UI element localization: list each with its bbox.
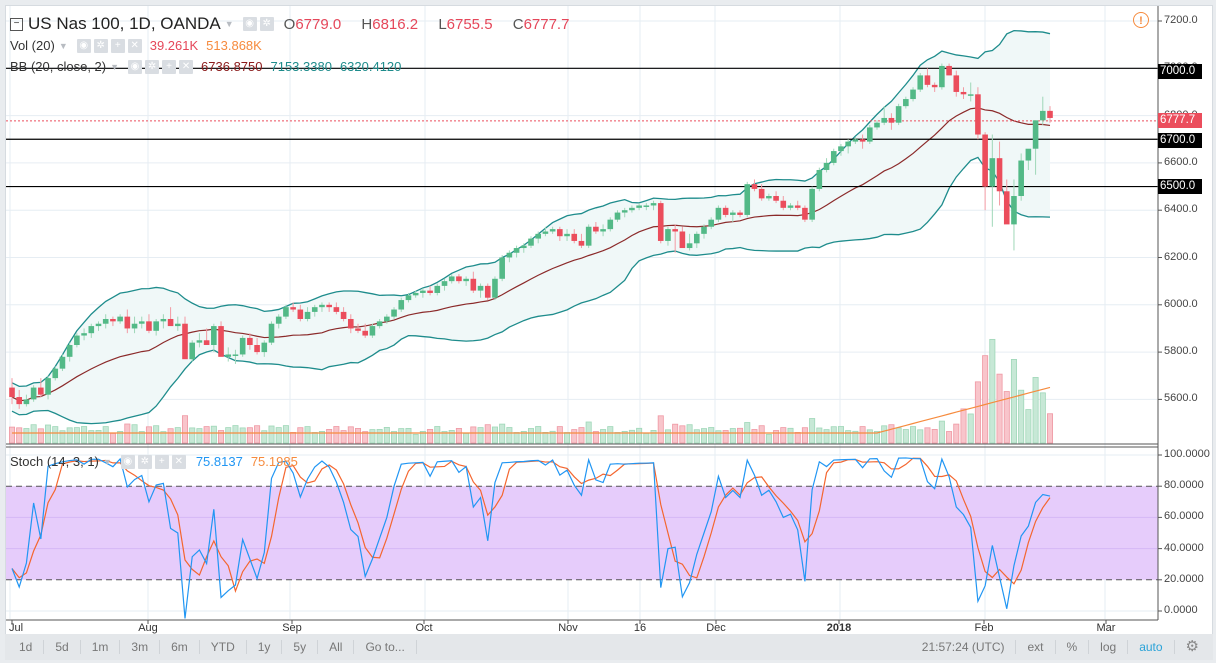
low-value: L6755.5 <box>438 15 493 33</box>
range-6m[interactable]: 6m <box>160 640 200 654</box>
time-tick: Nov <box>558 622 578 634</box>
time-tick: 2018 <box>826 622 852 634</box>
ext-toggle[interactable]: ext <box>1016 640 1056 654</box>
bottom-toolbar: 1d 5d 1m 3m 6m YTD 1y 5y All Go to... 21… <box>5 634 1213 660</box>
stoch-d-value: 75.1985 <box>250 454 298 469</box>
stoch-label[interactable]: Stoch (14, 3, 1) <box>10 454 99 469</box>
range-1m[interactable]: 1m <box>81 640 121 654</box>
chevron-down-icon[interactable]: ▼ <box>58 40 68 51</box>
chevron-down-icon[interactable]: ▼ <box>102 456 112 467</box>
time-tick: Dec <box>706 622 726 634</box>
stoch-tick: 80.0000 <box>1164 479 1204 492</box>
gear-icon[interactable]: ✲ <box>93 38 108 53</box>
price-tick: 5800.0 <box>1164 345 1198 358</box>
percent-toggle[interactable]: % <box>1056 640 1090 654</box>
symbol-title[interactable]: US Nas 100, 1D, OANDA <box>28 14 221 33</box>
clock-time[interactable]: 21:57:24 (UTC) <box>911 640 1017 654</box>
close-icon[interactable]: ✕ <box>179 59 194 74</box>
range-1y[interactable]: 1y <box>247 640 283 654</box>
stoch-legend: Stoch (14, 3, 1) ▼ ◉ ✲ + ✕ 75.8137 75.19… <box>10 454 298 469</box>
bb-legend: BB (20, close, 2) ▼ ◉ ✲ + ✕ 6736.8750 71… <box>10 59 401 74</box>
gear-icon[interactable]: ✲ <box>259 17 274 31</box>
price-tick: 7200.0 <box>1164 14 1198 26</box>
range-all[interactable]: All <box>318 640 355 654</box>
main-legend: − US Nas 100, 1D, OANDA ▼ ◉ ✲ O6779.0 H6… <box>10 14 585 34</box>
hline-label-6700: 6700.0 <box>1158 133 1202 148</box>
range-5d[interactable]: 5d <box>44 640 81 654</box>
bb-label[interactable]: BB (20, close, 2) <box>10 59 107 74</box>
chevron-down-icon[interactable]: ▼ <box>110 61 120 72</box>
goto-button[interactable]: Go to... <box>354 640 417 654</box>
auto-toggle[interactable]: auto <box>1128 640 1175 654</box>
time-tick: 16 <box>633 622 647 634</box>
volume-value: 39.261K <box>149 38 199 53</box>
price-tick: 5600.0 <box>1164 392 1198 405</box>
price-tick: 6600.0 <box>1164 155 1198 168</box>
alert-icon[interactable]: ! <box>1133 12 1149 28</box>
stoch-tick: 100.0000 <box>1164 448 1210 460</box>
plus-icon[interactable]: + <box>162 59 177 74</box>
volume-legend: Vol (20) ▼ ◉ ✲ + ✕ 39.261K 513.868K <box>10 38 262 53</box>
eye-icon[interactable]: ◉ <box>76 38 91 53</box>
time-tick: Sep <box>282 622 302 634</box>
eye-icon[interactable]: ◉ <box>242 17 257 31</box>
gear-icon[interactable]: ⚙ <box>1185 638 1199 655</box>
bb-upper-value: 7153.3380 <box>270 59 332 74</box>
price-tick: 6400.0 <box>1164 203 1198 216</box>
hline-label-7000: 7000.0 <box>1158 64 1202 79</box>
chevron-down-icon[interactable]: ▼ <box>224 19 234 29</box>
time-tick: Mar <box>1096 622 1116 634</box>
price-tick: 6000.0 <box>1164 297 1198 310</box>
time-tick: Jul <box>8 622 24 634</box>
volume-label[interactable]: Vol (20) <box>10 38 55 53</box>
stoch-k-value: 75.8137 <box>195 454 243 469</box>
eye-icon[interactable]: ◉ <box>120 454 135 469</box>
range-3m[interactable]: 3m <box>120 640 161 654</box>
close-icon[interactable]: ✕ <box>171 454 186 469</box>
plus-icon[interactable]: + <box>110 38 125 53</box>
gear-icon[interactable]: ✲ <box>145 59 160 74</box>
bb-basis-value: 6736.8750 <box>201 59 263 74</box>
range-1d[interactable]: 1d <box>5 640 45 654</box>
stoch-tick: 20.0000 <box>1164 572 1204 585</box>
eye-icon[interactable]: ◉ <box>128 59 143 74</box>
hline-label-6500: 6500.0 <box>1158 179 1202 194</box>
open-value: O6779.0 <box>283 15 342 33</box>
log-toggle[interactable]: log <box>1089 640 1129 654</box>
stoch-tick: 60.0000 <box>1164 510 1204 523</box>
plus-icon[interactable]: + <box>154 454 169 469</box>
volume-ma-value: 513.868K <box>206 38 262 53</box>
close-icon[interactable]: ✕ <box>127 38 142 53</box>
stoch-tick: 40.0000 <box>1164 541 1204 554</box>
range-5y[interactable]: 5y <box>282 640 319 654</box>
price-tick: 6200.0 <box>1164 250 1198 263</box>
range-ytd[interactable]: YTD <box>200 640 247 654</box>
close-value: C6777.7 <box>512 15 570 33</box>
gear-icon[interactable]: ✲ <box>137 454 152 469</box>
time-tick: Oct <box>415 622 433 634</box>
time-tick: Feb <box>974 622 994 634</box>
current-price-label: 6777.7 <box>1158 113 1202 128</box>
high-value: H6816.2 <box>361 15 419 33</box>
stoch-tick: 0.0000 <box>1164 604 1198 616</box>
bb-lower-value: 6320.4120 <box>339 59 402 74</box>
time-tick: Aug <box>138 622 158 634</box>
collapse-icon[interactable]: − <box>10 17 23 31</box>
